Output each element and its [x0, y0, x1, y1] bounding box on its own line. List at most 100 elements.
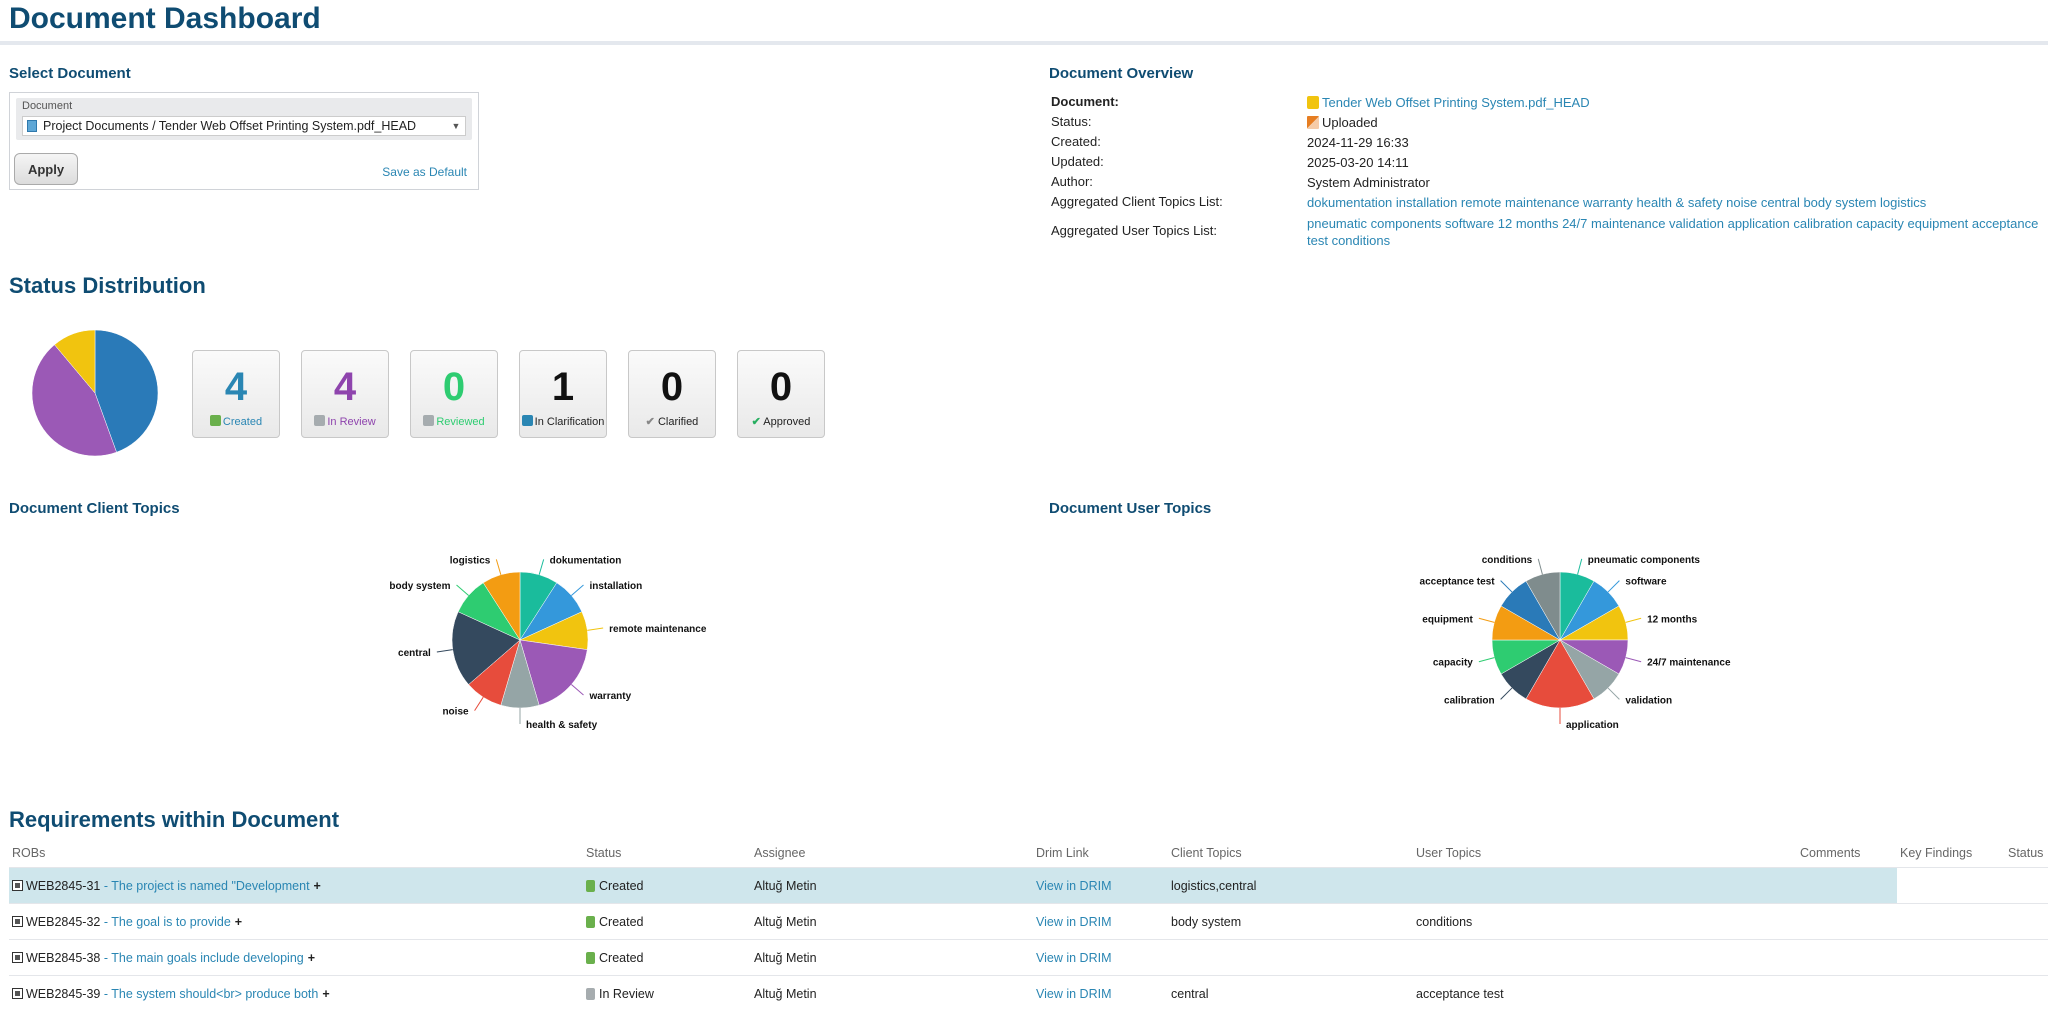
column-header-status-2[interactable]: Status — [2005, 839, 2048, 868]
rob-cell: WEB2845-38 - The main goals include deve… — [9, 940, 583, 976]
rob-link[interactable]: - The goal is to provide — [104, 915, 231, 929]
apply-button[interactable]: Apply — [14, 153, 78, 185]
pie-slice-label: pneumatic components — [1588, 555, 1701, 566]
created-person-icon — [586, 916, 595, 928]
pie-leader-line — [1608, 688, 1619, 699]
pie-slice-label: capacity — [1433, 658, 1473, 669]
rob-link[interactable]: - The project is named "Development — [104, 879, 310, 893]
status-cell: In Review — [583, 976, 751, 1011]
status-distribution-pie-chart — [28, 326, 162, 460]
overview-created-value: 2024-11-29 16:33 — [1307, 134, 2047, 151]
pie-leader-line — [1578, 559, 1582, 574]
pie-leader-line — [571, 585, 583, 595]
expand-plus-icon[interactable]: + — [235, 915, 242, 929]
client-topics-cell — [1168, 940, 1413, 976]
table-row[interactable]: WEB2845-39 - The system should<br> produ… — [9, 976, 2048, 1011]
column-header-client-topics[interactable]: Client Topics — [1168, 839, 1413, 868]
chevron-down-icon[interactable]: ▼ — [449, 119, 463, 133]
key-findings-cell — [1897, 868, 2005, 904]
pie-slice-label: software — [1625, 577, 1667, 588]
overview-document-link[interactable]: Tender Web Offset Printing System.pdf_HE… — [1307, 94, 2047, 111]
in-review-icon — [586, 988, 595, 1000]
column-header-comments[interactable]: Comments — [1797, 839, 1897, 868]
pie-leader-line — [1501, 581, 1512, 592]
client-topics-heading: Document Client Topics — [9, 500, 180, 517]
drim-link-cell: View in DRIM — [1033, 976, 1168, 1011]
column-header-assignee[interactable]: Assignee — [751, 839, 1033, 868]
key-findings-cell — [1897, 904, 2005, 940]
status-cell: Created — [583, 868, 751, 904]
overview-status-value: Uploaded — [1307, 114, 2047, 131]
status-cell-2 — [2005, 940, 2048, 976]
view-in-drim-link[interactable]: View in DRIM — [1036, 915, 1111, 929]
pie-slice-label: calibration — [1444, 695, 1495, 706]
user-topics-links[interactable]: pneumatic components software 12 months … — [1307, 215, 2047, 249]
rob-cell: WEB2845-39 - The system should<br> produ… — [9, 976, 583, 1011]
comments-cell — [1797, 940, 1897, 976]
view-in-drim-link[interactable]: View in DRIM — [1036, 987, 1111, 1001]
document-file-icon — [27, 120, 37, 132]
expand-plus-icon[interactable]: + — [322, 987, 329, 1001]
pie-leader-line — [571, 685, 583, 695]
pie-leader-line — [1501, 688, 1512, 699]
column-header-drim-link[interactable]: Drim Link — [1033, 839, 1168, 868]
pie-leader-line — [587, 628, 603, 630]
rob-link[interactable]: - The main goals include developing — [104, 951, 304, 965]
rob-link[interactable]: - The system should<br> produce both — [104, 987, 318, 1001]
expand-plus-icon[interactable]: + — [308, 951, 315, 965]
column-header-key-findings[interactable]: Key Findings — [1897, 839, 2005, 868]
expand-plus-icon[interactable]: + — [314, 879, 321, 893]
status-card-in-clarification[interactable]: 1 In Clarification — [519, 350, 607, 438]
drim-link-cell: View in DRIM — [1033, 868, 1168, 904]
pie-leader-line — [539, 559, 544, 574]
status-card-created[interactable]: 4 Created — [192, 350, 280, 438]
table-row[interactable]: WEB2845-32 - The goal is to provide + Cre… — [9, 904, 2048, 940]
uploaded-pencil-icon — [1307, 116, 1319, 129]
table-row[interactable]: WEB2845-38 - The main goals include deve… — [9, 940, 2048, 976]
client-topics-cell: central — [1168, 976, 1413, 1011]
status-count: 0 — [411, 365, 497, 409]
pie-leader-line — [457, 585, 469, 595]
pie-slice-label: validation — [1625, 695, 1672, 706]
document-select[interactable]: Project Documents / Tender Web Offset Pr… — [22, 116, 466, 136]
in-clarification-icon — [522, 415, 533, 426]
pie-slice-label: warranty — [588, 691, 631, 702]
table-row[interactable]: WEB2845-31 - The project is named "Devel… — [9, 868, 2048, 904]
status-label: In Review — [302, 415, 388, 428]
column-header-user-topics[interactable]: User Topics — [1413, 839, 1797, 868]
status-card-reviewed[interactable]: 0 Reviewed — [410, 350, 498, 438]
column-header-robs[interactable]: ROBs — [9, 839, 583, 868]
pie-leader-line — [496, 559, 501, 574]
status-card-approved[interactable]: 0 ✔ Approved — [737, 350, 825, 438]
approved-check-icon: ✔ — [752, 416, 761, 428]
rob-id: WEB2845-32 — [26, 915, 100, 929]
status-label: ✔ Approved — [738, 415, 824, 428]
pie-leader-line — [1538, 559, 1542, 574]
save-as-default-link[interactable]: Save as Default — [382, 165, 467, 179]
status-label: Reviewed — [411, 415, 497, 428]
pie-leader-line — [1479, 658, 1494, 662]
view-in-drim-link[interactable]: View in DRIM — [1036, 879, 1111, 893]
status-count: 0 — [738, 365, 824, 409]
column-header-status[interactable]: Status — [583, 839, 751, 868]
status-label: ✔ Clarified — [629, 415, 715, 428]
key-findings-cell — [1897, 940, 2005, 976]
comments-cell — [1797, 868, 1897, 904]
status-count: 4 — [193, 365, 279, 409]
view-in-drim-link[interactable]: View in DRIM — [1036, 951, 1111, 965]
assignee-cell: Altuğ Metin — [751, 904, 1033, 940]
overview-status-text: Uploaded — [1322, 115, 1378, 130]
status-cell-2 — [2005, 868, 2048, 904]
client-topics-cell: body system — [1168, 904, 1413, 940]
status-cell-2 — [2005, 976, 2048, 1011]
status-cell: Created — [583, 904, 751, 940]
document-edit-icon — [1307, 96, 1319, 109]
status-count: 0 — [629, 365, 715, 409]
status-card-clarified[interactable]: 0 ✔ Clarified — [628, 350, 716, 438]
status-card-in-review[interactable]: 4 In Review — [301, 350, 389, 438]
status-label: In Clarification — [520, 415, 606, 428]
client-topics-links[interactable]: dokumentation installation remote mainte… — [1307, 194, 2047, 211]
key-findings-cell — [1897, 976, 2005, 1011]
